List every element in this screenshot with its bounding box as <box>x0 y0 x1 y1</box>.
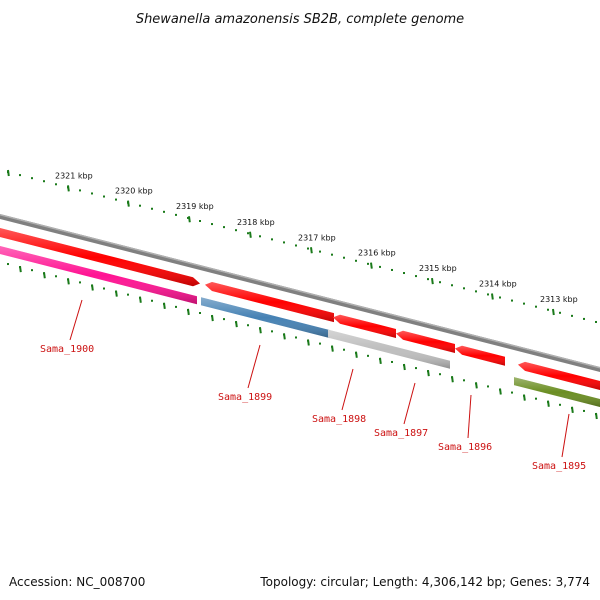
inner-ruler-tick <box>91 284 94 291</box>
inner-ruler-tick <box>379 357 382 365</box>
label-leader-line <box>69 299 83 341</box>
inner-ruler-tick <box>523 394 526 401</box>
genome-stats-text: Topology: circular; Length: 4,306,142 bp… <box>259 575 590 589</box>
inner-ruler-tick <box>259 327 262 334</box>
ruler-major-tick <box>552 308 555 316</box>
coordinate-ruler: 2321 kbp 2320 kbp 2319 kbp 2318 kbp 2317 kbp… <box>7 169 597 323</box>
ruler-major-tick <box>310 247 313 254</box>
ruler-major-tick <box>67 185 70 192</box>
label-leader-line <box>403 382 416 425</box>
map-title: Shewanella amazonensis SB2B, complete ge… <box>136 12 464 27</box>
gene-labels: Sama_1900 Sama_1899 Sama_1898 Sama_1897 Sama… <box>40 299 586 472</box>
label-leader-line <box>467 394 472 439</box>
inner-ruler-tick <box>67 278 70 285</box>
inner-ruler-tick <box>163 302 166 309</box>
inner-ruler-tick <box>331 345 334 352</box>
ruler-major-tick <box>249 231 252 238</box>
accession-text: Accession: NC_008700 <box>9 575 145 589</box>
ruler-label: 2320 kbp <box>115 187 153 196</box>
ruler-major-tick <box>127 200 130 207</box>
forward-feature[interactable] <box>333 314 396 338</box>
ruler-label: 2313 kbp <box>540 295 578 304</box>
gene-label-sama-1896: Sama_1896 <box>438 442 492 453</box>
inner-ruler-tick <box>187 308 190 316</box>
ruler-label: 2315 kbp <box>419 264 457 273</box>
inner-ruler <box>7 263 598 420</box>
forward-feature[interactable] <box>205 282 334 323</box>
forward-feature[interactable] <box>396 330 455 354</box>
inner-ruler-tick <box>19 265 22 273</box>
inner-ruler-tick <box>211 314 214 322</box>
ruler-major-tick <box>431 278 434 285</box>
inner-ruler-tick <box>571 406 574 413</box>
reverse-strand-features <box>0 246 600 407</box>
ruler-label: 2318 kbp <box>237 218 275 227</box>
inner-ruler-tick <box>595 412 598 420</box>
forward-feature[interactable] <box>455 345 505 366</box>
forward-strand-features <box>0 228 600 390</box>
inner-ruler-tick <box>43 272 46 279</box>
inner-ruler-tick <box>307 339 310 346</box>
gene-label-sama-1897: Sama_1897 <box>374 428 428 439</box>
gene-feature-sama-1898[interactable] <box>328 329 450 369</box>
gene-label-sama-1895: Sama_1895 <box>532 461 586 472</box>
inner-ruler-tick <box>547 400 550 407</box>
ruler-label: 2317 kbp <box>298 233 336 242</box>
inner-ruler-tick <box>115 290 118 297</box>
backbone-highlight <box>0 214 600 369</box>
ruler-major-tick <box>491 293 494 300</box>
gene-feature-sama-1900[interactable] <box>0 246 197 305</box>
label-leader-line <box>247 344 261 389</box>
inner-ruler-tick <box>403 363 406 371</box>
inner-ruler-tick <box>427 370 430 377</box>
inner-ruler-tick <box>235 321 238 328</box>
gene-label-sama-1899: Sama_1899 <box>218 392 272 403</box>
ruler-major-tick <box>370 262 373 269</box>
ruler-label: 2321 kbp <box>55 171 93 180</box>
ruler-label: 2319 kbp <box>176 202 214 211</box>
inner-ruler-tick <box>355 351 358 358</box>
ruler-major-tick <box>7 169 10 177</box>
gene-feature-sama-1895[interactable] <box>514 377 600 407</box>
inner-ruler-tick <box>139 296 142 303</box>
label-leader-line <box>341 368 354 411</box>
inner-ruler-tick <box>283 333 286 340</box>
genome-backbone <box>0 214 600 372</box>
forward-feature[interactable] <box>0 228 200 287</box>
ruler-label: 2316 kbp <box>358 249 396 258</box>
inner-ruler-tick <box>475 382 478 389</box>
ruler-label: 2314 kbp <box>479 279 517 288</box>
label-leader-line <box>561 413 570 458</box>
inner-ruler-tick <box>451 376 454 383</box>
forward-feature[interactable] <box>518 361 600 390</box>
gene-label-sama-1900: Sama_1900 <box>40 344 94 355</box>
inner-ruler-tick <box>499 388 502 395</box>
gene-label-sama-1898: Sama_1898 <box>312 414 366 425</box>
ruler-major-tick <box>188 216 191 223</box>
gene-feature-sama-1899[interactable] <box>201 297 330 339</box>
